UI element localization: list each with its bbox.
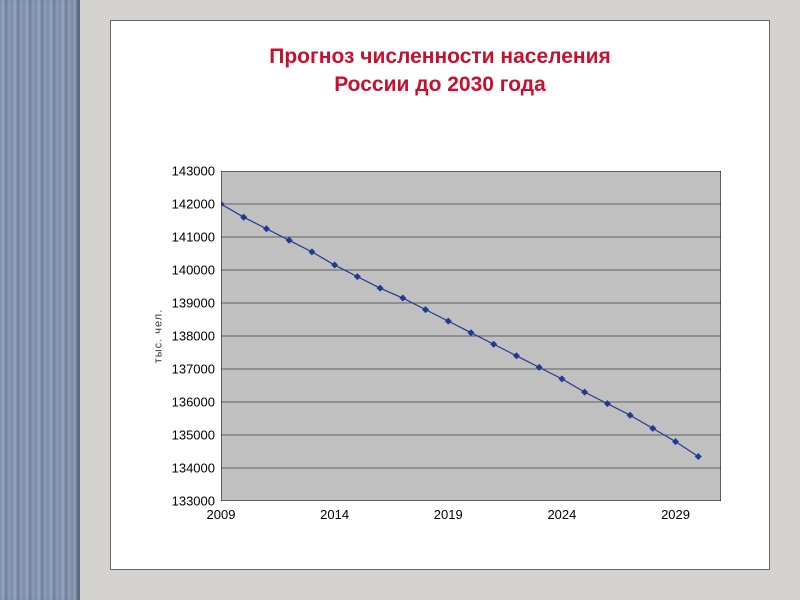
x-tick-label: 2029 xyxy=(661,507,690,522)
y-tick-label: 141000 xyxy=(172,230,215,245)
chart-title-line2: России до 2030 года xyxy=(121,71,759,99)
x-tick-label: 2014 xyxy=(320,507,349,522)
y-tick-label: 142000 xyxy=(172,197,215,212)
decorative-left-rail xyxy=(0,0,80,600)
y-tick-label: 140000 xyxy=(172,263,215,278)
y-axis-label: тыс. чел. xyxy=(152,309,164,364)
y-tick-label: 137000 xyxy=(172,362,215,377)
slide-stage: Прогноз численности населения России до … xyxy=(80,0,800,600)
x-tick-label: 2009 xyxy=(207,507,236,522)
y-tick-label: 138000 xyxy=(172,329,215,344)
x-tick-label: 2024 xyxy=(547,507,576,522)
chart-title: Прогноз численности населения России до … xyxy=(111,21,769,110)
y-tick-label: 139000 xyxy=(172,296,215,311)
chart-title-line1: Прогноз численности населения xyxy=(121,43,759,71)
plot-area: тыс. чел. 133000134000135000136000137000… xyxy=(221,171,721,501)
y-tick-label: 135000 xyxy=(172,428,215,443)
y-tick-label: 136000 xyxy=(172,395,215,410)
y-tick-label: 143000 xyxy=(172,164,215,179)
chart-panel: Прогноз численности населения России до … xyxy=(110,20,770,570)
y-tick-label: 134000 xyxy=(172,461,215,476)
chart-svg xyxy=(221,171,721,501)
x-tick-label: 2019 xyxy=(434,507,463,522)
